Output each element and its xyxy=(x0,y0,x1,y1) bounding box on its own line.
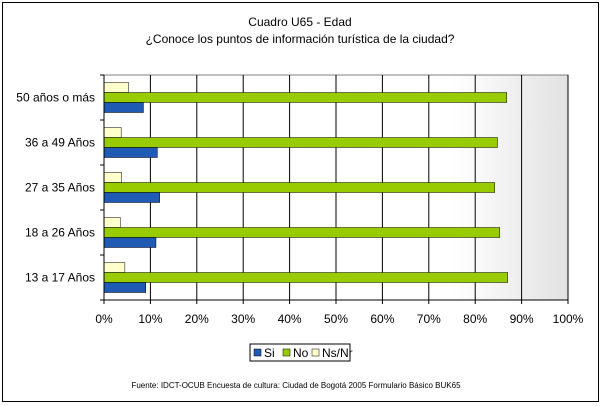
bar-no xyxy=(103,227,501,238)
bar-no xyxy=(103,182,495,193)
bar-ns-nr xyxy=(103,127,122,138)
y-tick-label: 18 a 26 Años xyxy=(25,226,95,240)
x-tick-label: 80% xyxy=(463,312,487,326)
x-tick-label: 10% xyxy=(138,312,162,326)
legend-swatch xyxy=(253,348,262,357)
x-tick-label: 50% xyxy=(324,312,348,326)
legend-label: No xyxy=(293,346,309,360)
bar-ns-nr xyxy=(103,82,129,93)
bars xyxy=(103,82,508,293)
bar-ns-nr xyxy=(103,172,122,183)
bar-si xyxy=(103,192,160,203)
legend: Si No Ns/Nr xyxy=(249,343,353,362)
bar-si xyxy=(103,237,157,248)
bar-si xyxy=(103,102,144,113)
bar-no xyxy=(103,272,508,283)
bar-si xyxy=(103,282,147,293)
x-tick-label: 60% xyxy=(370,312,394,326)
x-tick-label: 0% xyxy=(95,312,113,326)
bar-ns-nr xyxy=(103,217,121,228)
x-axis: 0% 10% 20% 30% 40% 50% 60% 70% 80% 90% 100% xyxy=(95,299,584,326)
y-axis: 13 a 17 Años 18 a 26 Años 27 a 35 Años 36 a… xyxy=(16,74,105,301)
legend-swatch xyxy=(282,348,291,357)
source-note: Fuente: IDCT-OCUB Encuesta de cultura: C… xyxy=(131,381,461,390)
y-tick-label: 36 a 49 Años xyxy=(25,136,95,150)
bar-si xyxy=(103,147,158,158)
x-tick-label: 40% xyxy=(278,312,302,326)
x-tick-label: 100% xyxy=(553,312,584,326)
legend-swatch xyxy=(311,348,320,357)
legend-label: Si xyxy=(264,346,275,360)
y-tick-label: 50 años o más xyxy=(16,91,95,105)
x-tick-label: 30% xyxy=(231,312,255,326)
legend-label: Ns/Nr xyxy=(322,346,353,360)
x-tick-label: 20% xyxy=(185,312,209,326)
bar-no xyxy=(103,137,498,148)
x-tick-label: 90% xyxy=(510,312,534,326)
y-tick-label: 27 a 35 Años xyxy=(25,181,95,195)
legend-box xyxy=(249,343,351,362)
chart-subtitle: ¿Conoce los puntos de información turíst… xyxy=(146,32,455,46)
chart-title: Cuadro U65 - Edad xyxy=(248,15,351,29)
bar-ns-nr xyxy=(103,262,126,273)
x-tick-label: 70% xyxy=(417,312,441,326)
bar-no xyxy=(103,92,508,103)
y-tick-label: 13 a 17 Años xyxy=(25,271,95,285)
